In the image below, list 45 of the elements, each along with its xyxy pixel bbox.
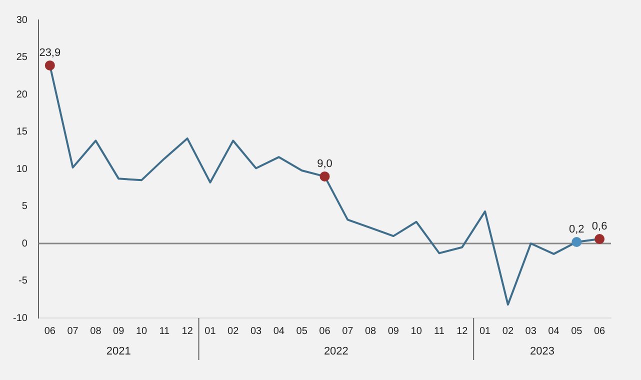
point <box>44 60 55 70</box>
x-tick-label: 01 <box>204 326 216 337</box>
x-tick-label: 12 <box>456 326 468 337</box>
x-tick-label: 09 <box>388 326 400 337</box>
x-tick-label: 04 <box>548 326 560 337</box>
point <box>320 171 330 182</box>
y-tick-label: 20 <box>16 89 28 100</box>
text: 2021 <box>106 346 131 358</box>
x-tick-label: 06 <box>44 326 56 337</box>
x-tick-label: 06 <box>319 326 331 337</box>
y-tick-label: 30 <box>16 14 28 26</box>
data-label: 23,9 <box>39 46 61 59</box>
x-tick-label: 06 <box>594 326 606 337</box>
x-tick-label: 05 <box>296 326 308 337</box>
text: 2023 <box>530 346 555 358</box>
x-tick-label: 08 <box>90 326 102 337</box>
x-tick-label: 09 <box>113 326 125 337</box>
data-label: 0,6 <box>592 220 608 233</box>
x-tick-label: 11 <box>434 326 445 337</box>
x-tick-label: 11 <box>159 326 170 337</box>
data-label: 0,2 <box>569 224 584 236</box>
x-tick-label: 03 <box>250 326 262 337</box>
x-tick-label: 05 <box>571 326 583 337</box>
x-tick-label: 02 <box>502 326 514 337</box>
point <box>594 234 605 244</box>
y-tick-label: -5 <box>18 276 28 286</box>
x-tick-label: 10 <box>136 326 148 337</box>
x-tick-label: 08 <box>364 326 377 337</box>
y-tick-label: 10 <box>16 164 28 175</box>
x-tick-label: 01 <box>479 326 492 337</box>
x-tick-label: 10 <box>410 326 422 337</box>
y-tick-label: 0 <box>22 238 28 250</box>
y-tick-label: 15 <box>16 126 28 138</box>
x-tick-label: 03 <box>525 326 537 337</box>
x-tick-label: 04 <box>273 326 285 337</box>
x-tick-label: 07 <box>67 326 79 337</box>
data-label: 9,0 <box>317 158 332 170</box>
x-tick-label: 12 <box>182 326 194 337</box>
x-tick-label: 07 <box>342 326 354 337</box>
point <box>572 237 582 248</box>
y-tick-label: -10 <box>13 312 28 324</box>
text: 2022 <box>324 346 348 358</box>
y-tick-label: 25 <box>16 52 28 63</box>
x-tick-label: 02 <box>228 326 240 337</box>
y-tick-label: 5 <box>22 201 28 212</box>
